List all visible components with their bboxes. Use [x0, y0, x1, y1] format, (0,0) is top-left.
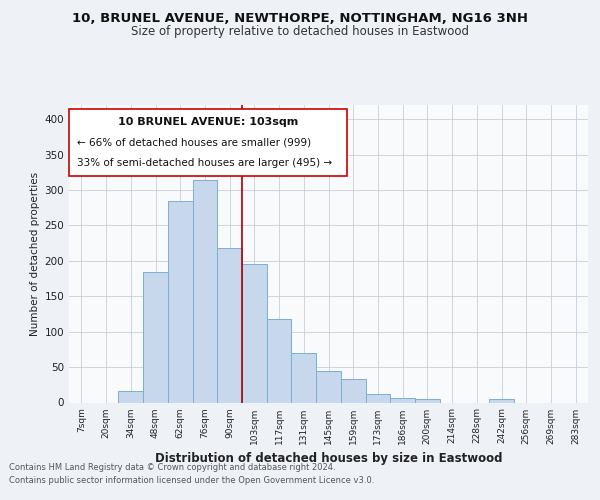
Text: Size of property relative to detached houses in Eastwood: Size of property relative to detached ho… — [131, 25, 469, 38]
Text: 10, BRUNEL AVENUE, NEWTHORPE, NOTTINGHAM, NG16 3NH: 10, BRUNEL AVENUE, NEWTHORPE, NOTTINGHAM… — [72, 12, 528, 26]
Text: Contains HM Land Registry data © Crown copyright and database right 2024.: Contains HM Land Registry data © Crown c… — [9, 464, 335, 472]
Bar — [143, 272, 168, 402]
Bar — [193, 180, 217, 402]
Bar — [390, 398, 415, 402]
Bar — [168, 200, 193, 402]
Y-axis label: Number of detached properties: Number of detached properties — [30, 172, 40, 336]
Text: 33% of semi-detached houses are larger (495) →: 33% of semi-detached houses are larger (… — [77, 158, 332, 168]
Bar — [365, 394, 390, 402]
Bar — [118, 391, 143, 402]
X-axis label: Distribution of detached houses by size in Eastwood: Distribution of detached houses by size … — [155, 452, 502, 465]
Bar — [316, 370, 341, 402]
Text: Contains public sector information licensed under the Open Government Licence v3: Contains public sector information licen… — [9, 476, 374, 485]
FancyBboxPatch shape — [69, 110, 347, 176]
Bar — [415, 399, 440, 402]
Text: ← 66% of detached houses are smaller (999): ← 66% of detached houses are smaller (99… — [77, 138, 311, 148]
Bar — [242, 264, 267, 402]
Text: 10 BRUNEL AVENUE: 103sqm: 10 BRUNEL AVENUE: 103sqm — [118, 117, 298, 127]
Bar — [341, 379, 365, 402]
Bar — [267, 319, 292, 402]
Bar — [489, 399, 514, 402]
Bar — [292, 353, 316, 403]
Bar — [217, 248, 242, 402]
